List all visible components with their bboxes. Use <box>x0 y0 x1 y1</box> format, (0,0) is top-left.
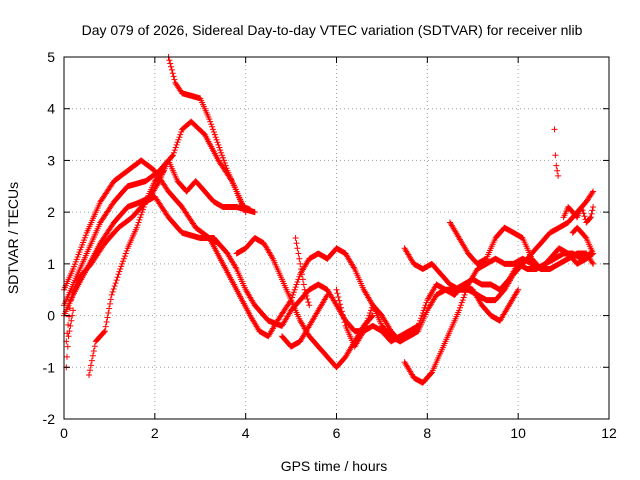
series-sat-l <box>292 235 313 309</box>
y-tick-label: 5 <box>47 49 55 65</box>
x-tick-label: 4 <box>242 425 250 441</box>
series-markers <box>86 167 167 378</box>
series-markers <box>206 235 404 345</box>
y-tick-label: 2 <box>47 204 55 220</box>
y-tick-label: 1 <box>47 256 55 272</box>
data-points <box>61 54 597 386</box>
y-tick-label: -1 <box>43 359 56 375</box>
series-sat-f <box>86 167 167 378</box>
series-sat-s <box>569 224 597 257</box>
series-sat-k <box>279 291 331 350</box>
series-markers <box>279 291 331 350</box>
y-tick-label: 0 <box>47 308 55 324</box>
chart-title: Day 079 of 2026, Sidereal Day-to-day VTE… <box>82 22 583 38</box>
x-tick-label: 2 <box>151 425 159 441</box>
y-axis-label: SDTVAR / TECUs <box>5 182 21 294</box>
series-sat-r <box>560 204 597 226</box>
series-markers <box>569 224 597 257</box>
y-tick-label: 4 <box>47 101 55 117</box>
x-tick-label: 12 <box>601 425 617 441</box>
series-markers <box>292 235 313 309</box>
x-tick-label: 0 <box>60 425 68 441</box>
series-markers <box>560 204 597 226</box>
series-sat-p <box>447 219 597 272</box>
x-axis-label: GPS time / hours <box>281 458 388 474</box>
series-markers <box>447 219 597 272</box>
y-tick-label: -2 <box>43 411 56 427</box>
series-sat-q <box>551 126 562 179</box>
series-markers <box>551 126 562 179</box>
x-tick-label: 8 <box>423 425 431 441</box>
x-tick-label: 6 <box>333 425 341 441</box>
x-tick-label: 10 <box>510 425 526 441</box>
y-tick-label: 3 <box>47 152 55 168</box>
series-sat-i <box>206 235 404 345</box>
